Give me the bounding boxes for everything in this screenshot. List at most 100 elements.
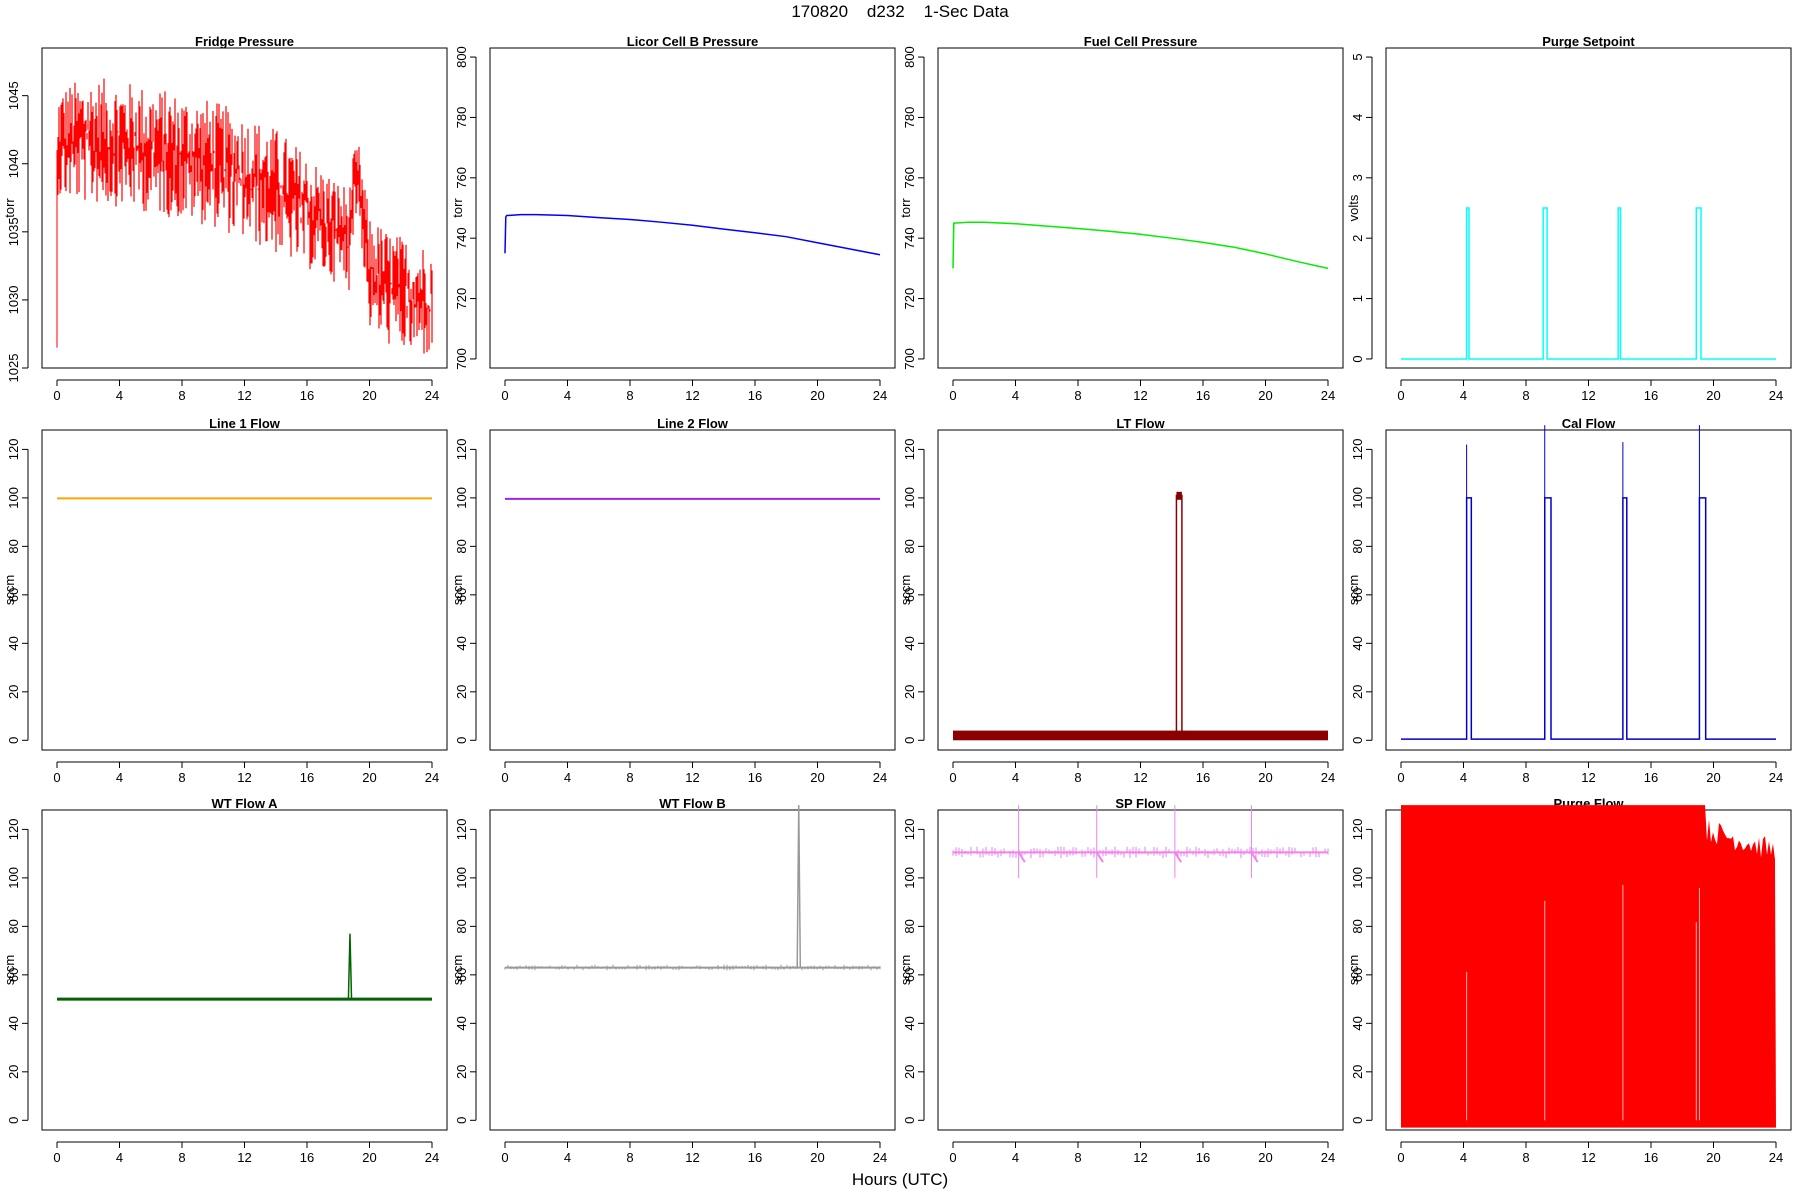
- x-tick-label: 8: [178, 1150, 185, 1165]
- y-tick-label: 20: [902, 1065, 917, 1079]
- data-series: [952, 221, 1329, 270]
- y-tick-label: 80: [902, 919, 917, 933]
- y-tick-label: 1035: [6, 217, 21, 246]
- dip: [1095, 851, 1104, 863]
- y-tick-label: 100: [6, 867, 21, 889]
- panel-title: WT Flow A: [212, 796, 279, 811]
- y-tick-label: 800: [902, 46, 917, 68]
- x-tick-label: 16: [300, 770, 314, 785]
- x-tick-label: 8: [1074, 388, 1081, 403]
- x-tick-label: 8: [1522, 770, 1529, 785]
- y-axis-label: sccm: [450, 575, 465, 605]
- x-tick-label: 4: [1460, 1150, 1467, 1165]
- y-tick-label: 0: [1350, 1117, 1365, 1124]
- x-tick-label: 12: [1133, 1150, 1147, 1165]
- dip: [1017, 851, 1026, 863]
- x-tick-label: 16: [748, 770, 762, 785]
- x-tick-label: 20: [1706, 770, 1720, 785]
- data-series: [1401, 207, 1776, 360]
- x-tick-label: 4: [564, 1150, 571, 1165]
- data-series: [1401, 497, 1776, 740]
- x-tick-label: 24: [1321, 388, 1335, 403]
- y-axis-label: sccm: [2, 575, 17, 605]
- x-tick-label: 16: [1644, 388, 1658, 403]
- y-tick-label: 2: [1350, 235, 1365, 242]
- y-tick-label: 0: [1350, 355, 1365, 362]
- x-tick-label: 4: [116, 1150, 123, 1165]
- y-axis-label: sccm: [1346, 575, 1361, 605]
- y-tick-label: 1045: [6, 81, 21, 110]
- y-tick-label: 760: [454, 167, 469, 189]
- panel-title: Purge Setpoint: [1542, 34, 1635, 49]
- y-tick-label: 80: [454, 919, 469, 933]
- x-tick-label: 12: [1581, 1150, 1595, 1165]
- y-tick-label: 60: [902, 588, 917, 602]
- y-tick-label: 800: [454, 46, 469, 68]
- plot-frame: [489, 809, 896, 1131]
- data-series: [57, 78, 433, 354]
- x-tick-label: 0: [53, 388, 60, 403]
- dip: [1250, 851, 1259, 863]
- x-tick-label: 24: [425, 388, 439, 403]
- x-tick-label: 20: [1258, 1150, 1272, 1165]
- y-tick-label: 720: [454, 288, 469, 310]
- y-tick-label: 20: [6, 1065, 21, 1079]
- x-tick-label: 4: [1012, 1150, 1019, 1165]
- y-tick-label: 20: [454, 1065, 469, 1079]
- data-fill: [1401, 805, 1776, 1128]
- y-tick-label: 0: [6, 737, 21, 744]
- noise-band: [952, 846, 1329, 859]
- y-tick-label: 0: [6, 1117, 21, 1124]
- y-tick-label: 100: [1350, 867, 1365, 889]
- y-tick-label: 4: [1350, 114, 1365, 121]
- x-tick-label: 8: [1074, 770, 1081, 785]
- plot-frame: [937, 429, 1344, 751]
- y-tick-label: 20: [6, 685, 21, 699]
- plot-frame: [489, 47, 896, 369]
- plot-frame: [1385, 47, 1792, 369]
- y-tick-label: 100: [454, 867, 469, 889]
- y-tick-label: 20: [902, 685, 917, 699]
- x-tick-label: 16: [1196, 388, 1210, 403]
- panel-title: LT Flow: [1116, 416, 1165, 431]
- panel-line-1-flow: Line 1 Flow 0 4 8 12 16 20 24 0 20 40 60 80 100 120 scc…: [2, 416, 448, 785]
- figure-title: 170820 d232 1-Sec Data: [791, 2, 1009, 21]
- y-tick-label: 80: [6, 539, 21, 553]
- y-tick-label: 40: [454, 1016, 469, 1030]
- panel-title: Line 2 Flow: [657, 416, 729, 431]
- y-tick-label: 80: [454, 539, 469, 553]
- y-tick-label: 1025: [6, 354, 21, 383]
- y-tick-label: 60: [902, 968, 917, 982]
- pulse: [1175, 494, 1183, 736]
- x-tick-label: 16: [748, 1150, 762, 1165]
- x-tick-label: 8: [626, 770, 633, 785]
- panel-lt-flow: LT Flow 0 4 8 12 16 20 24 0 20 40 60 80 100 120 sccm: [898, 416, 1344, 785]
- y-tick-label: 1030: [6, 285, 21, 314]
- panel-title: Line 1 Flow: [209, 416, 281, 431]
- x-tick-label: 8: [1522, 1150, 1529, 1165]
- panel-line-2-flow: Line 2 Flow 0 4 8 12 16 20 24 0 20 40 60 80 100 120 scc…: [450, 416, 896, 785]
- y-tick-label: 780: [902, 107, 917, 129]
- y-tick-label: 60: [1350, 588, 1365, 602]
- y-axis-label: sccm: [1346, 955, 1361, 985]
- x-tick-label: 16: [1644, 770, 1658, 785]
- x-tick-label: 12: [1133, 770, 1147, 785]
- x-tick-label: 0: [1397, 770, 1404, 785]
- panel-sp-flow: SP Flow 0 4 8 12 16 20 24 0 20 40 60 80 100 120 sccm: [898, 796, 1344, 1165]
- x-tick-label: 24: [873, 770, 887, 785]
- panel-title: Licor Cell B Pressure: [627, 34, 759, 49]
- y-tick-label: 120: [902, 819, 917, 841]
- x-tick-label: 12: [685, 770, 699, 785]
- x-tick-label: 20: [810, 388, 824, 403]
- x-tick-label: 24: [1321, 1150, 1335, 1165]
- x-tick-label: 24: [873, 1150, 887, 1165]
- x-tick-label: 4: [1012, 770, 1019, 785]
- x-tick-label: 8: [178, 388, 185, 403]
- data-series: [504, 213, 881, 256]
- x-tick-label: 20: [362, 770, 376, 785]
- plot-frame: [41, 809, 448, 1131]
- noise-band: [504, 964, 881, 971]
- x-tick-label: 0: [949, 388, 956, 403]
